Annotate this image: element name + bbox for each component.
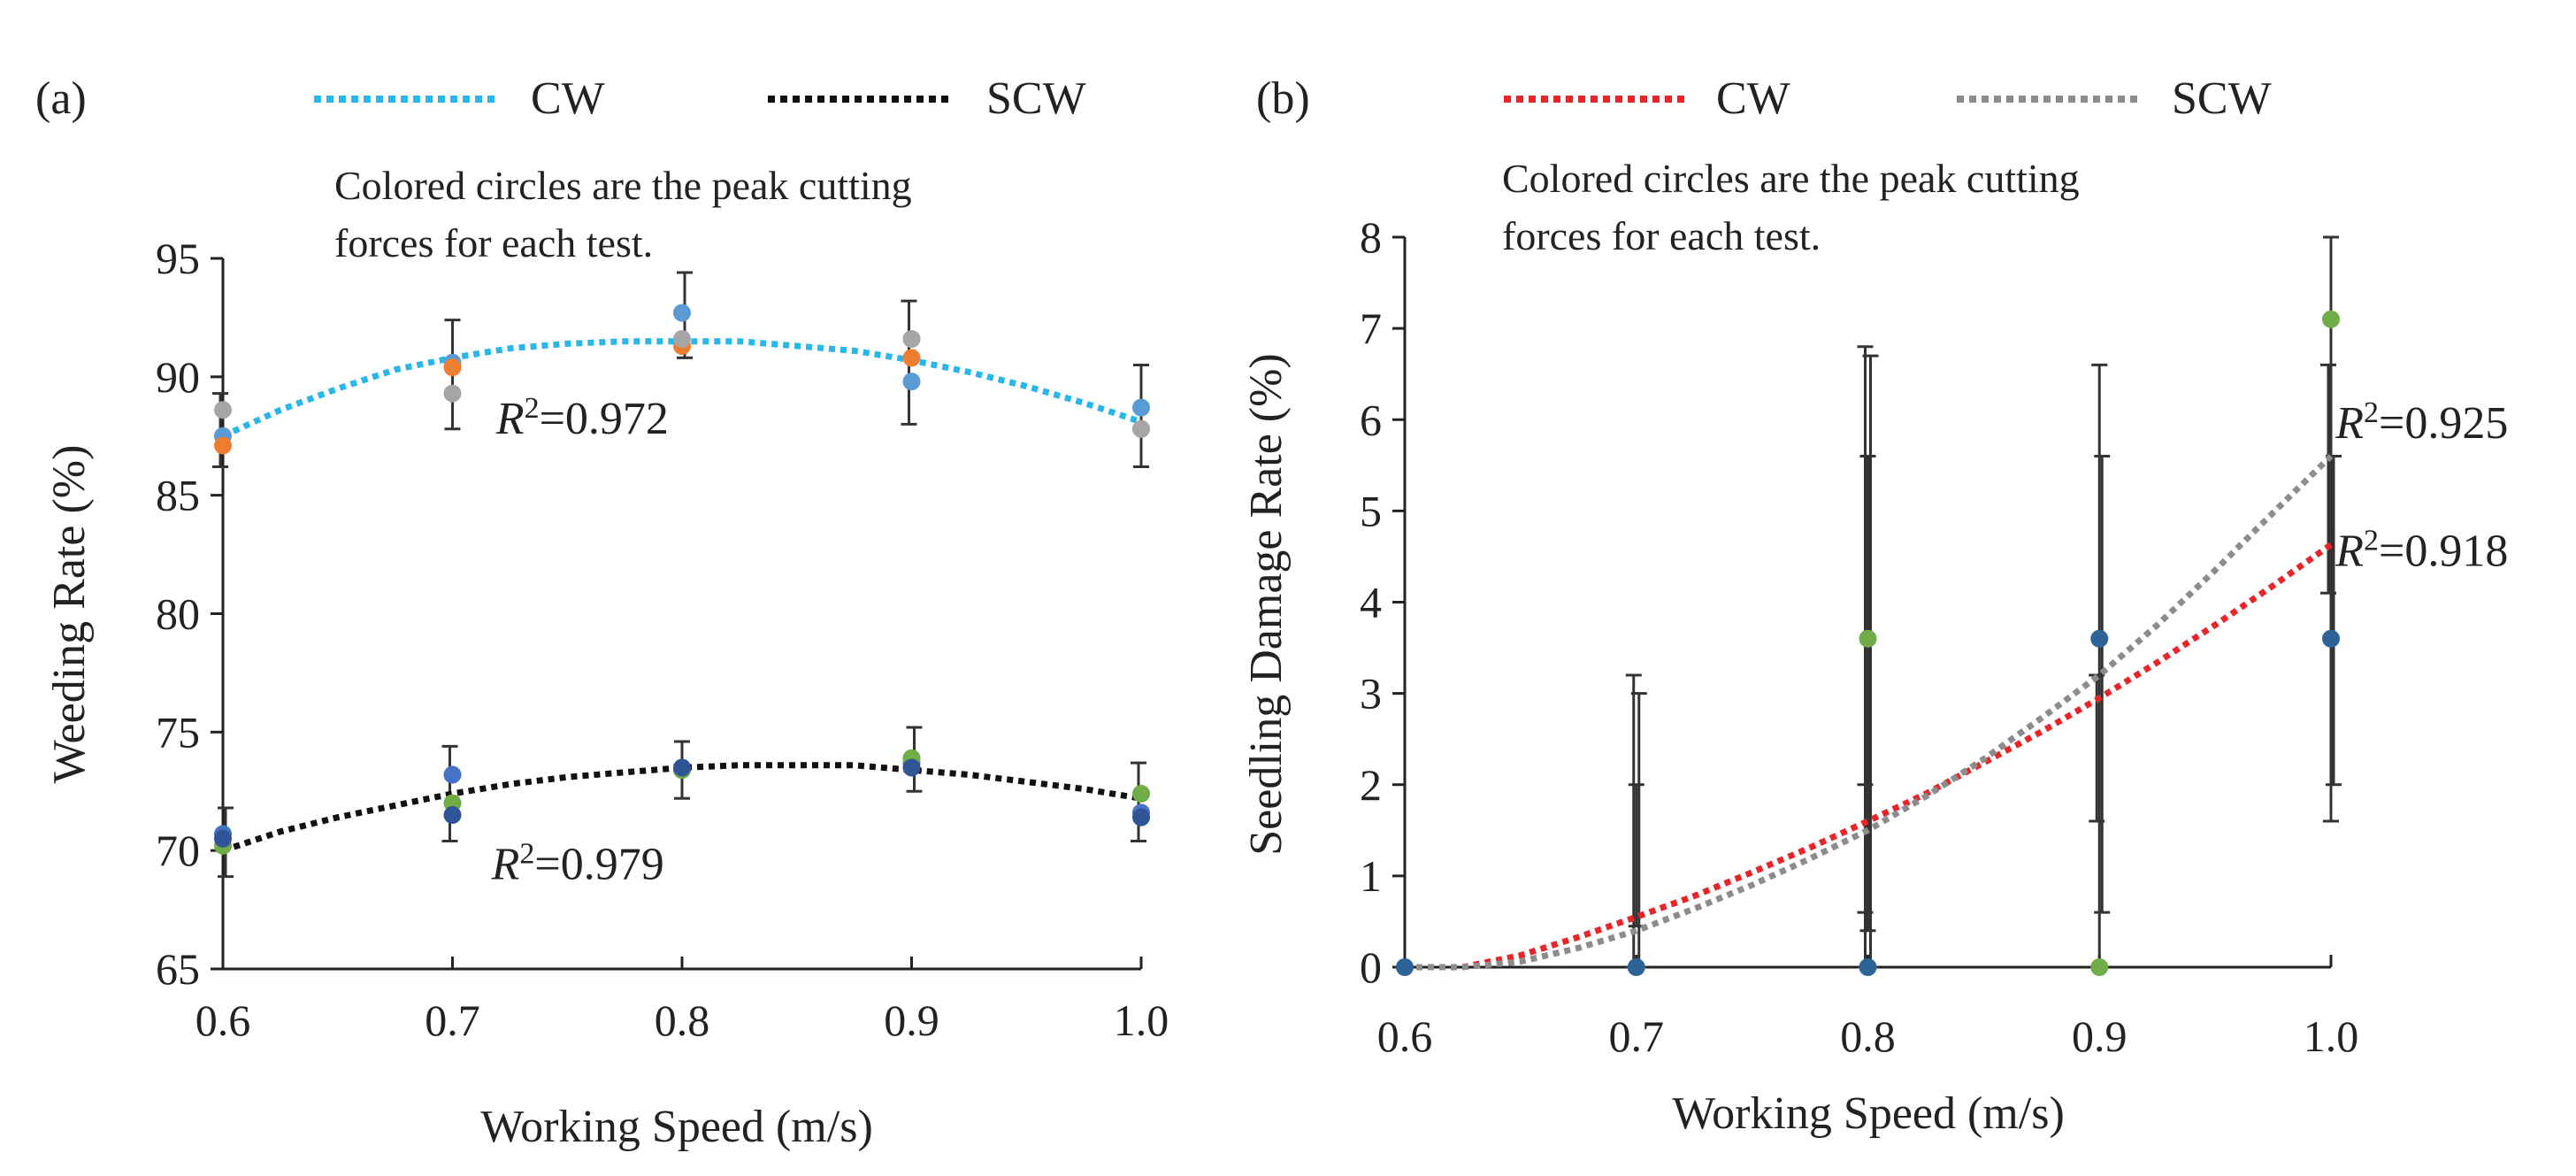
legend-b-scw-label: SCW xyxy=(2172,73,2272,124)
a-data-point xyxy=(1132,808,1150,826)
note-a-line-2: forces for each test. xyxy=(334,220,653,265)
a-y-tick-label: 85 xyxy=(156,471,200,520)
a-data-point xyxy=(443,765,462,784)
b-data-point xyxy=(1627,958,1645,976)
a-data-point xyxy=(214,436,232,455)
a-data-point xyxy=(443,384,462,403)
legend-b-cw-label: CW xyxy=(1716,73,1790,124)
b-y-tick-label: 4 xyxy=(1360,578,1382,627)
a-x-label: Working Speed (m/s) xyxy=(480,1102,873,1152)
b-y-tick-label: 0 xyxy=(1360,942,1382,992)
panel-a-label: (a) xyxy=(35,73,87,124)
b-x-tick-label: 0.8 xyxy=(1840,1011,1896,1061)
b-x-tick-label: 0.9 xyxy=(2072,1011,2128,1061)
note-b-line-1: Colored circles are the peak cutting xyxy=(1502,156,2080,201)
b-x-tick-label: 0.6 xyxy=(1377,1011,1433,1061)
panel-b-label: (b) xyxy=(1256,73,1310,124)
b-data-point xyxy=(1859,629,1877,648)
b-trendline-scw xyxy=(1405,453,2334,971)
b-points xyxy=(1396,310,2340,976)
b-x-tick-label: 1.0 xyxy=(2304,1011,2359,1061)
a-data-point xyxy=(443,358,462,377)
a-data-point xyxy=(1132,784,1150,803)
b-data-point xyxy=(1396,958,1414,976)
legend-a-cw-label: CW xyxy=(531,73,605,124)
b-trendline-cw xyxy=(1405,542,2334,971)
b-data-point xyxy=(1859,958,1877,976)
a-x-tick-label: 0.6 xyxy=(196,995,251,1045)
a-r2-annotation: R2=0.979 xyxy=(491,837,664,889)
b-y-tick-label: 8 xyxy=(1360,212,1382,262)
a-y-tick-label: 70 xyxy=(156,826,200,875)
panel-a: (a) CW SCW Colored circles are the peak … xyxy=(35,73,1169,1152)
a-data-point xyxy=(214,401,232,419)
a-data-point xyxy=(902,349,921,367)
b-data-point xyxy=(2090,629,2109,648)
b-annotations: R2=0.925 R2=0.918 xyxy=(2334,396,2508,576)
a-y-tick-label: 95 xyxy=(156,234,200,283)
b-x-label: Working Speed (m/s) xyxy=(1672,1088,2065,1139)
a-y-ticks: 65 70 75 80 85 90 95 xyxy=(156,234,223,994)
a-y-tick-label: 75 xyxy=(156,707,200,757)
a-annotations: R2=0.972 R2=0.979 xyxy=(491,392,669,889)
b-y-label: Seedling Damage Rate (%) xyxy=(1241,353,1292,855)
a-data-point xyxy=(443,806,462,825)
b-trendlines xyxy=(1405,453,2334,971)
b-data-point xyxy=(2090,958,2109,976)
legend-a-scw-label: SCW xyxy=(986,73,1086,124)
b-y-tick-label: 6 xyxy=(1360,395,1382,444)
b-r2-annotation: R2=0.925 xyxy=(2334,396,2508,449)
a-data-point xyxy=(673,758,691,777)
b-x-ticks: 0.6 0.7 0.8 0.9 1.0 xyxy=(1377,955,2359,1061)
a-error-bars xyxy=(212,271,1149,879)
a-data-point xyxy=(1132,419,1150,438)
a-data-point xyxy=(902,330,921,349)
a-data-point xyxy=(673,330,691,349)
a-y-tick-label: 80 xyxy=(156,589,200,639)
a-data-point xyxy=(902,373,921,391)
a-data-point xyxy=(214,829,232,848)
b-data-point xyxy=(2322,629,2340,648)
a-y-tick-label: 90 xyxy=(156,352,200,402)
a-y-label: Weeding Rate (%) xyxy=(44,445,95,784)
b-y-tick-label: 7 xyxy=(1360,304,1382,353)
a-x-ticks: 0.6 0.7 0.8 0.9 1.0 xyxy=(196,957,1169,1045)
note-b-line-2: forces for each test. xyxy=(1502,213,1821,258)
a-x-tick-label: 0.8 xyxy=(655,995,710,1045)
note-a-line-1: Colored circles are the peak cutting xyxy=(334,163,912,208)
a-data-point xyxy=(902,758,921,777)
a-y-tick-label: 65 xyxy=(156,944,200,994)
b-x-tick-label: 0.7 xyxy=(1609,1011,1665,1061)
a-x-tick-label: 0.9 xyxy=(884,995,939,1045)
b-r2-annotation: R2=0.918 xyxy=(2334,524,2508,576)
a-data-point xyxy=(1132,398,1150,417)
a-r2-annotation: R2=0.972 xyxy=(495,392,669,444)
a-x-tick-label: 1.0 xyxy=(1114,995,1169,1045)
a-x-tick-label: 0.7 xyxy=(425,995,480,1045)
b-y-tick-label: 5 xyxy=(1360,486,1382,535)
b-y-tick-label: 2 xyxy=(1360,760,1382,810)
b-y-tick-label: 3 xyxy=(1360,669,1382,719)
a-points xyxy=(214,304,1150,855)
panel-b: (b) CW SCW Colored circles are the peak … xyxy=(1241,73,2508,1139)
b-data-point xyxy=(2322,310,2340,328)
a-trendline-scw xyxy=(221,762,1142,854)
b-y-ticks: 0 1 2 3 4 5 6 7 8 xyxy=(1360,212,1405,992)
b-y-tick-label: 1 xyxy=(1360,851,1382,901)
a-data-point xyxy=(673,304,691,322)
